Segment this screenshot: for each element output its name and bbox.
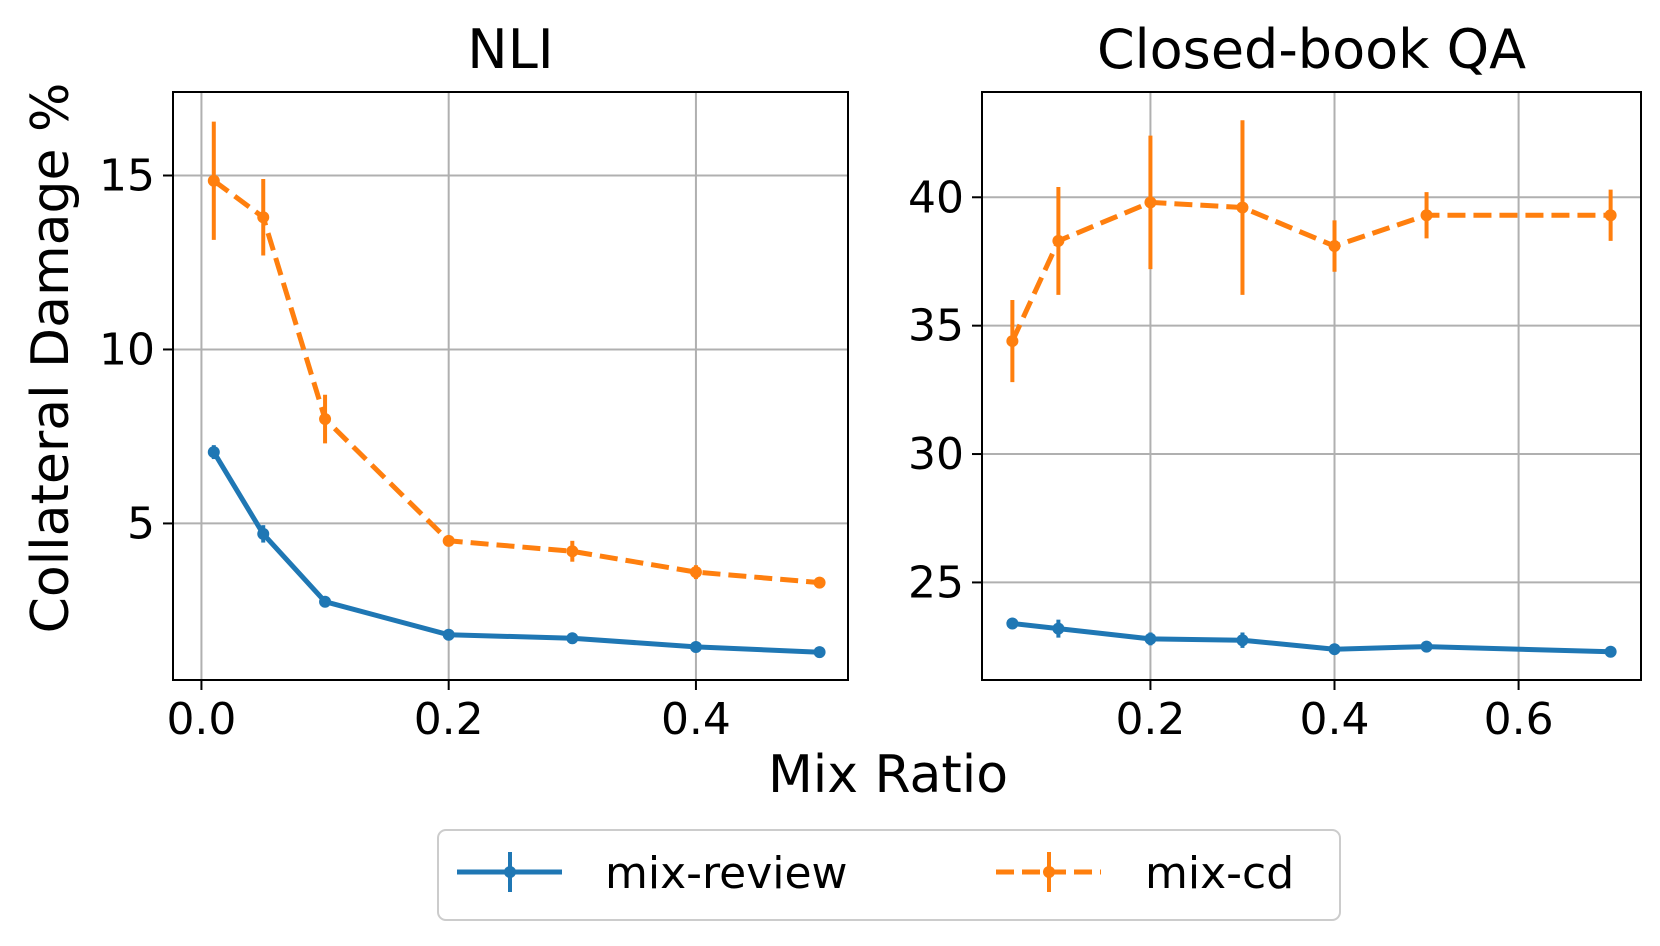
x-tick-label-2: 0.4	[661, 694, 731, 745]
point-mix-review-5	[1420, 640, 1433, 653]
point-mix-review-4	[1328, 643, 1341, 656]
point-mix-review-2	[319, 595, 332, 608]
x-tick-label-0: 0.2	[1115, 694, 1185, 745]
legend-frame	[437, 829, 1341, 921]
legend-marker-mix-review	[504, 866, 516, 878]
point-mix-review-0	[207, 446, 220, 459]
y-tick-label-2: 35	[908, 301, 964, 352]
point-mix-cd-0	[207, 174, 220, 187]
point-mix-review-1	[1052, 622, 1065, 635]
x-tick-label-0: 0.0	[166, 694, 236, 745]
y-tick-label-3: 40	[908, 172, 964, 223]
legend: mix-review mix-cd	[437, 829, 1341, 921]
legend-label-mix-cd: mix-cd	[1145, 848, 1294, 899]
plot-frame	[172, 91, 849, 681]
y-axis-label: Collateral Damage %	[21, 83, 81, 634]
point-mix-review-0	[1006, 617, 1019, 630]
legend-label-mix-review: mix-review	[605, 848, 848, 899]
point-mix-review-6	[813, 646, 826, 659]
point-mix-cd-2	[319, 413, 332, 426]
legend-marker-mix-cd	[1043, 866, 1055, 878]
point-mix-cd-0	[1006, 335, 1019, 348]
point-mix-review-6	[1604, 645, 1617, 658]
y-tick-label-2: 15	[99, 151, 155, 202]
point-mix-review-4	[566, 632, 579, 645]
legend-item-mix-review: mix-review	[457, 848, 848, 899]
legend-item-mix-cd: mix-cd	[996, 848, 1294, 899]
point-mix-review-5	[689, 640, 702, 653]
point-mix-review-1	[257, 527, 270, 540]
y-tick-label-1: 10	[99, 324, 155, 375]
point-mix-review-2	[1144, 632, 1157, 645]
panel-nli: 0.0 0.2 0.4 5 10 15 NLI	[99, 18, 849, 745]
x-tick-label-1: 0.4	[1300, 694, 1370, 745]
plot-frame	[981, 91, 1642, 681]
point-mix-cd-2	[1144, 196, 1157, 209]
x-axis-label: Mix Ratio	[768, 745, 1008, 805]
y-tick-label-1: 30	[908, 429, 964, 480]
point-mix-cd-1	[1052, 234, 1065, 247]
panel-title: Closed-book QA	[1097, 18, 1526, 81]
point-mix-cd-4	[566, 545, 579, 558]
point-mix-cd-3	[1236, 201, 1249, 214]
point-mix-review-3	[442, 628, 455, 641]
x-tick-label-2: 0.6	[1484, 694, 1554, 745]
x-tick-label-1: 0.2	[414, 694, 484, 745]
point-mix-cd-4	[1328, 240, 1341, 253]
point-mix-cd-6	[1604, 209, 1617, 222]
y-tick-label-0: 5	[127, 498, 155, 549]
y-tick-label-0: 25	[908, 557, 964, 608]
point-mix-cd-3	[442, 534, 455, 547]
point-mix-cd-5	[689, 566, 702, 579]
point-mix-cd-5	[1420, 209, 1433, 222]
point-mix-review-3	[1236, 634, 1249, 647]
panel-closed-book-qa: 0.2 0.4 0.6 25 30 35 40 Closed-book QA	[908, 18, 1642, 745]
point-mix-cd-6	[813, 576, 826, 589]
point-mix-cd-1	[257, 211, 270, 224]
panel-title: NLI	[467, 18, 553, 81]
